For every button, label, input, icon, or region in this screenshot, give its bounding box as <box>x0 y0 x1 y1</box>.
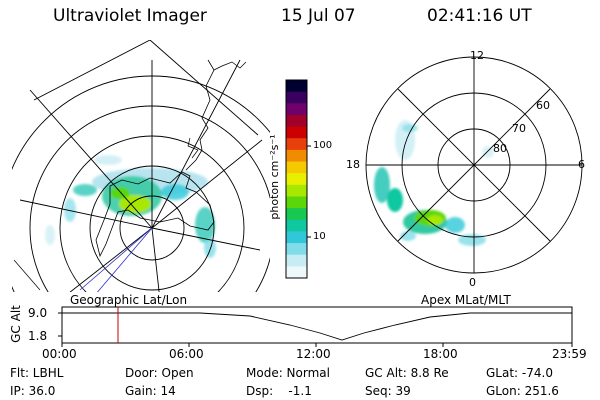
colorbar-band <box>286 114 307 128</box>
time-tick-2359: 23:59 <box>552 347 587 361</box>
geographic-map <box>12 40 270 292</box>
colorbar <box>286 80 307 279</box>
colorbar-band <box>286 219 307 233</box>
mlt-label-6: 6 <box>578 158 585 171</box>
colorbar-band <box>286 266 307 279</box>
left-panel-label: Geographic Lat/Lon <box>70 293 188 307</box>
altitude-plot-frame <box>61 306 573 344</box>
colorbar-band <box>286 149 307 163</box>
colorbar-frame <box>285 79 308 279</box>
terminator-lines <box>79 227 153 292</box>
status-filter: Flt: LBHL <box>10 366 64 380</box>
colorbar-band <box>286 91 307 104</box>
colorbar-band <box>286 208 307 221</box>
colorbar-band <box>286 184 307 198</box>
time-tick-1200: 12:00 <box>296 347 331 361</box>
colorbar-band <box>286 103 307 116</box>
colorbar-band <box>286 243 307 256</box>
image-time: 02:41:16 UT <box>427 6 532 26</box>
aurora-emission-mag <box>366 116 494 246</box>
colorbar-label-10: 10 <box>313 231 326 242</box>
status-gain: Gain: 14 <box>125 384 176 398</box>
colorbar-band <box>286 254 307 267</box>
right-panel-label: Apex MLat/MLT <box>421 293 511 307</box>
altitude-curve <box>62 312 572 341</box>
altitude-ytick-high: 9.0 <box>28 306 48 320</box>
status-gc-altitude: GC Alt: 8.8 Re <box>365 366 449 380</box>
mlt-label-18: 18 <box>346 158 360 171</box>
status-door: Door: Open <box>125 366 194 380</box>
instrument-title: Ultraviolet Imager <box>53 6 207 26</box>
colorbar-band <box>286 126 307 139</box>
mlat-label-80: 80 <box>493 142 507 155</box>
colorbar-band <box>286 231 307 244</box>
colorbar-band <box>286 173 307 186</box>
altitude-plot <box>58 306 573 347</box>
status-glat: GLat: -74.0 <box>486 366 553 380</box>
mlat-label-60: 60 <box>536 99 550 112</box>
image-date: 15 Jul 07 <box>281 6 356 26</box>
status-mode: Mode: Normal <box>246 366 330 380</box>
status-glon: GLon: 251.6 <box>486 384 559 398</box>
status-seq: Seq: 39 <box>365 384 411 398</box>
mlt-label-12: 12 <box>470 49 484 62</box>
time-tick-1800: 18:00 <box>423 347 458 361</box>
colorbar-label-100: 100 <box>313 140 333 151</box>
colorbar-band <box>286 138 307 151</box>
colorbar-band <box>286 196 307 209</box>
mlt-label-0: 0 <box>469 276 476 289</box>
mlat-label-70: 70 <box>512 122 526 135</box>
altitude-ylabel: GC Alt <box>9 305 23 343</box>
time-tick-0600: 06:00 <box>169 347 204 361</box>
altitude-ytick-low: 1.8 <box>28 329 48 343</box>
altitude-ticks <box>58 312 573 347</box>
time-tick-0000: 00:00 <box>42 347 77 361</box>
colorbar-unit-label: photon cm⁻²s⁻¹ <box>268 134 281 220</box>
coastline <box>95 171 215 258</box>
colorbar-band <box>286 80 307 93</box>
status-ip: IP: 36.0 <box>10 384 56 398</box>
mlt-spokes <box>366 57 582 273</box>
longitude-lines <box>19 59 263 292</box>
colorbar-band <box>286 161 307 174</box>
polar-plot <box>365 56 583 274</box>
status-dsp: Dsp: -1.1 <box>246 384 312 398</box>
